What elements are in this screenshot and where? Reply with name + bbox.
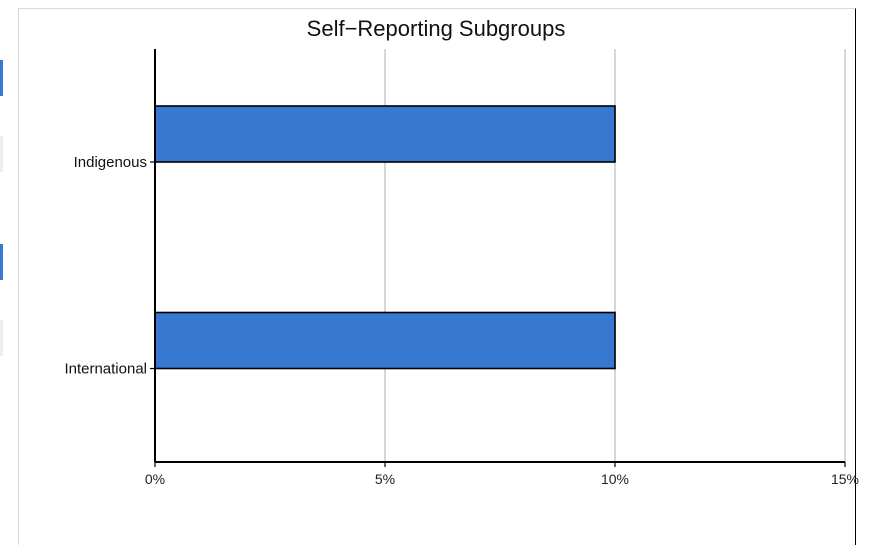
x-tick-label: 5%	[375, 471, 395, 487]
bar-international	[154, 311, 616, 370]
category-label-international: International	[64, 361, 147, 378]
category-label-indigenous: Indigenous	[74, 154, 147, 171]
side-tab-marker	[0, 60, 3, 96]
axis-labels: 0% 5% 10% 15% Indigenous International	[64, 154, 859, 487]
x-tick-label: 15%	[831, 471, 859, 487]
chart-title: Self−Reporting Subgroups	[307, 16, 566, 41]
side-ghost-marker	[0, 320, 3, 356]
bars	[154, 105, 616, 370]
axes	[150, 49, 846, 467]
side-tab-marker	[0, 244, 3, 280]
side-ghost-marker	[0, 136, 3, 172]
bar-indigenous	[154, 105, 616, 163]
x-tick-label: 0%	[145, 471, 165, 487]
chart-frame	[18, 8, 856, 545]
x-tick-label: 10%	[601, 471, 629, 487]
